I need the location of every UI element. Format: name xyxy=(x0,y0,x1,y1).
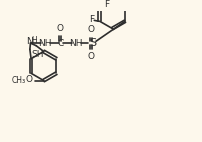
Text: H: H xyxy=(32,36,37,45)
Text: NH: NH xyxy=(38,39,52,48)
Text: F: F xyxy=(89,15,94,24)
Text: O: O xyxy=(88,25,95,34)
Text: N: N xyxy=(26,37,33,46)
Text: O: O xyxy=(88,52,95,61)
Text: C: C xyxy=(57,39,64,48)
Text: O: O xyxy=(57,24,63,33)
Text: S: S xyxy=(89,38,96,48)
Text: SH: SH xyxy=(32,50,44,59)
Text: O: O xyxy=(26,75,33,84)
Text: F: F xyxy=(104,0,109,9)
Text: NH: NH xyxy=(69,39,83,48)
Text: CH₃: CH₃ xyxy=(11,76,25,85)
